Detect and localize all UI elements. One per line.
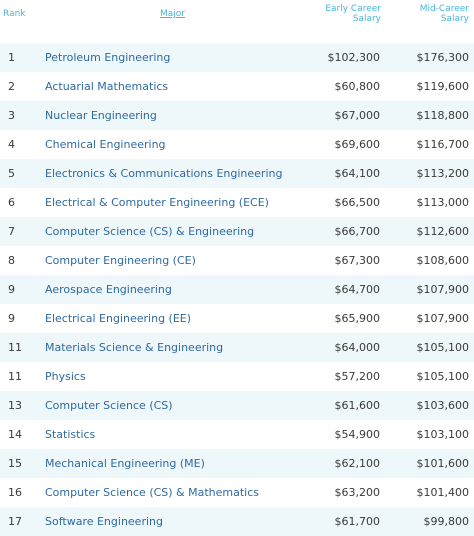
major-cell: Computer Science (CS) xyxy=(45,399,173,412)
mid-salary-cell: $105,100 xyxy=(416,370,470,383)
mid-salary-cell: $103,600 xyxy=(416,399,470,412)
early-salary-cell: $57,200 xyxy=(334,370,381,383)
mid-header-line1[interactable]: Mid-Career xyxy=(419,4,469,14)
early-salary-cell: $61,600 xyxy=(334,399,381,412)
early-salary-cell: $67,300 xyxy=(334,254,381,267)
major-header-label[interactable]: Major xyxy=(160,9,185,19)
rank-cell: 9 xyxy=(8,283,15,296)
mid-salary-cell: $116,700 xyxy=(416,138,470,151)
mid-salary-cell: $119,600 xyxy=(416,80,470,93)
mid-salary-cell: $113,200 xyxy=(416,167,470,180)
rank-column-header[interactable]: Rank xyxy=(0,0,38,43)
mid-salary-cell: $113,000 xyxy=(416,196,470,209)
early-salary-cell: $67,000 xyxy=(334,109,381,122)
early-header-line1[interactable]: Early Career xyxy=(325,4,381,14)
rank-cell: 4 xyxy=(8,138,15,151)
table-header: Rank Major Early Career Salary Mid-Caree… xyxy=(0,0,474,43)
table-row: 1 Petroleum Engineering $102,300 $176,30… xyxy=(0,43,474,72)
table-row: 8 Computer Engineering (CE) $67,300 $108… xyxy=(0,246,474,275)
major-cell: Petroleum Engineering xyxy=(45,51,171,64)
table-body: 1 Petroleum Engineering $102,300 $176,30… xyxy=(0,43,474,536)
early-salary-cell: $63,200 xyxy=(334,486,381,499)
mid-salary-cell: $108,600 xyxy=(416,254,470,267)
major-cell: Statistics xyxy=(45,428,96,441)
rank-cell: 7 xyxy=(8,225,15,238)
mid-salary-cell: $112,600 xyxy=(416,225,470,238)
rank-cell: 13 xyxy=(8,399,22,412)
mid-header-line2[interactable]: Salary xyxy=(440,14,469,24)
mid-salary-cell: $101,400 xyxy=(416,486,470,499)
mid-salary-cell: $105,100 xyxy=(416,341,470,354)
major-cell: Computer Science (CS) & Engineering xyxy=(45,225,255,238)
major-cell: Chemical Engineering xyxy=(45,138,166,151)
major-cell: Computer Engineering (CE) xyxy=(45,254,196,267)
table-row: 9 Aerospace Engineering $64,700 $107,900 xyxy=(0,275,474,304)
major-cell: Physics xyxy=(45,370,86,383)
early-salary-cell: $65,900 xyxy=(334,312,381,325)
early-salary-cell: $66,700 xyxy=(334,225,381,238)
mid-salary-cell: $107,900 xyxy=(416,283,470,296)
early-salary-cell: $54,900 xyxy=(334,428,381,441)
mid-salary-cell: $107,900 xyxy=(416,312,470,325)
major-column-header[interactable]: Major xyxy=(38,0,310,43)
early-salary-cell: $66,500 xyxy=(334,196,381,209)
mid-salary-cell: $101,600 xyxy=(416,457,470,470)
early-salary-cell: $64,700 xyxy=(334,283,381,296)
mid-salary-cell: $118,800 xyxy=(416,109,470,122)
rank-cell: 1 xyxy=(8,51,15,64)
rank-cell: 5 xyxy=(8,167,15,180)
major-cell: Electrical & Computer Engineering (ECE) xyxy=(45,196,269,209)
rank-cell: 11 xyxy=(8,370,22,383)
table-row: 15 Mechanical Engineering (ME) $62,100 $… xyxy=(0,449,474,478)
major-cell: Electronics & Communications Engineering xyxy=(45,167,283,180)
major-cell: Electrical Engineering (EE) xyxy=(45,312,192,325)
rank-cell: 11 xyxy=(8,341,22,354)
mid-salary-cell: $103,100 xyxy=(416,428,470,441)
table-row: 9 Electrical Engineering (EE) $65,900 $1… xyxy=(0,304,474,333)
table-row: 3 Nuclear Engineering $67,000 $118,800 xyxy=(0,101,474,130)
major-cell: Computer Science (CS) & Mathematics xyxy=(45,486,260,499)
early-career-column-header[interactable]: Early Career Salary xyxy=(310,0,392,43)
rank-cell: 15 xyxy=(8,457,22,470)
header-row: Rank Major Early Career Salary Mid-Caree… xyxy=(0,0,474,43)
table-row: 16 Computer Science (CS) & Mathematics $… xyxy=(0,478,474,507)
early-salary-cell: $64,100 xyxy=(334,167,381,180)
table-row: 7 Computer Science (CS) & Engineering $6… xyxy=(0,217,474,246)
early-salary-cell: $69,600 xyxy=(334,138,381,151)
major-cell: Mechanical Engineering (ME) xyxy=(45,457,205,470)
rank-cell: 9 xyxy=(8,312,15,325)
rank-cell: 14 xyxy=(8,428,22,441)
major-cell: Materials Science & Engineering xyxy=(45,341,224,354)
table-row: 11 Physics $57,200 $105,100 xyxy=(0,362,474,391)
early-salary-cell: $102,300 xyxy=(327,51,381,64)
mid-salary-cell: $176,300 xyxy=(416,51,470,64)
early-salary-cell: $64,000 xyxy=(334,341,381,354)
table-row: 4 Chemical Engineering $69,600 $116,700 xyxy=(0,130,474,159)
table-row: 6 Electrical & Computer Engineering (ECE… xyxy=(0,188,474,217)
rank-cell: 16 xyxy=(8,486,22,499)
rank-header-label[interactable]: Rank xyxy=(3,9,26,19)
rank-cell: 6 xyxy=(8,196,15,209)
rank-cell: 3 xyxy=(8,109,15,122)
rank-cell: 8 xyxy=(8,254,15,267)
table-row: 13 Computer Science (CS) $61,600 $103,60… xyxy=(0,391,474,420)
major-cell: Aerospace Engineering xyxy=(45,283,172,296)
early-salary-cell: $60,800 xyxy=(334,80,381,93)
early-header-line2[interactable]: Salary xyxy=(352,14,381,24)
major-cell: Nuclear Engineering xyxy=(45,109,157,122)
table-row: 5 Electronics & Communications Engineeri… xyxy=(0,159,474,188)
rank-cell: 2 xyxy=(8,80,15,93)
mid-career-column-header[interactable]: Mid-Career Salary xyxy=(392,0,474,43)
table-row: 11 Materials Science & Engineering $64,0… xyxy=(0,333,474,362)
early-salary-cell: $62,100 xyxy=(334,457,381,470)
major-cell: Actuarial Mathematics xyxy=(45,80,169,93)
table-row: 14 Statistics $54,900 $103,100 xyxy=(0,420,474,449)
table-row: 2 Actuarial Mathematics $60,800 $119,600 xyxy=(0,72,474,101)
